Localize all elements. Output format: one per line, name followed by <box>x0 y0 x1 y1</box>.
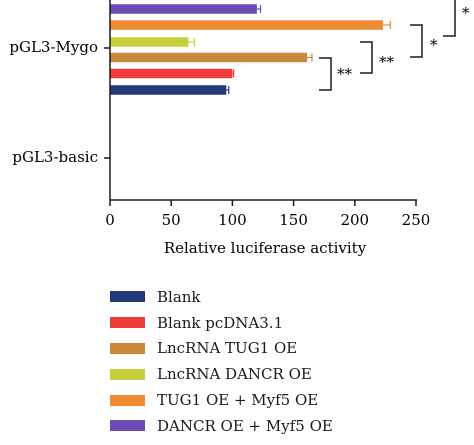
x-tick-label-0: 0 <box>105 211 115 229</box>
legend-label: Blank <box>157 287 201 306</box>
x-tick-label-200: 200 <box>340 211 369 229</box>
category-label-mygo: pGL3-Mygo <box>9 38 98 56</box>
legend-swatch <box>110 368 145 380</box>
legend-item: Blank <box>110 284 440 310</box>
sig-label-4: * <box>462 4 470 22</box>
legend-label: LncRNA TUG1 OE <box>157 339 298 358</box>
legend-item: Blank pcDNA3.1 <box>110 310 440 336</box>
legend-swatch <box>110 291 145 303</box>
legend-label: DANCR OE + Myf5 OE <box>157 416 333 435</box>
bars-group <box>110 4 391 95</box>
x-axis-title: Relative luciferase activity <box>164 239 367 257</box>
legend-label: Blank pcDNA3.1 <box>157 313 284 332</box>
legend-swatch <box>110 394 145 406</box>
legend: Blank Blank pcDNA3.1 LncRNA TUG1 OE LncRNA … <box>110 284 440 439</box>
x-tick-label-250: 250 <box>402 211 431 229</box>
bracket-1 <box>319 57 332 91</box>
bar-5-0 <box>110 4 257 14</box>
x-ticks-group: 0 50 100 150 200 250 <box>105 200 430 229</box>
x-tick-label-50: 50 <box>162 211 181 229</box>
legend-item: TUG1 OE + Myf5 OE <box>110 387 440 413</box>
legend-swatch <box>110 342 145 354</box>
bracket-2 <box>360 41 373 74</box>
category-labels: pGL3-Mygo pGL3-basic <box>9 38 98 166</box>
bar-2-0 <box>110 52 308 63</box>
sig-label-2: ** <box>379 53 395 71</box>
legend-item: LncRNA DANCR OE <box>110 361 440 387</box>
legend-swatch <box>110 317 145 329</box>
bar-3-0 <box>110 37 189 47</box>
sig-label-3: * <box>430 36 438 54</box>
axes-group <box>104 0 417 201</box>
significance-annotations: ****** <box>319 0 470 91</box>
bar-0-0 <box>110 85 227 95</box>
x-tick-label-150: 150 <box>279 211 308 229</box>
category-label-basic: pGL3-basic <box>12 148 98 166</box>
bracket-3 <box>410 24 423 58</box>
legend-item: LncRNA TUG1 OE <box>110 336 440 362</box>
legend-label: LncRNA DANCR OE <box>157 365 312 384</box>
bracket-4 <box>443 0 456 37</box>
bar-4-0 <box>110 20 383 30</box>
bar-1-0 <box>110 68 233 79</box>
legend-item: DANCR OE + Myf5 OE <box>110 413 440 439</box>
sig-label-1: ** <box>337 65 353 83</box>
x-tick-label-100: 100 <box>218 211 247 229</box>
legend-swatch <box>110 420 145 432</box>
legend-label: TUG1 OE + Myf5 OE <box>157 391 319 410</box>
